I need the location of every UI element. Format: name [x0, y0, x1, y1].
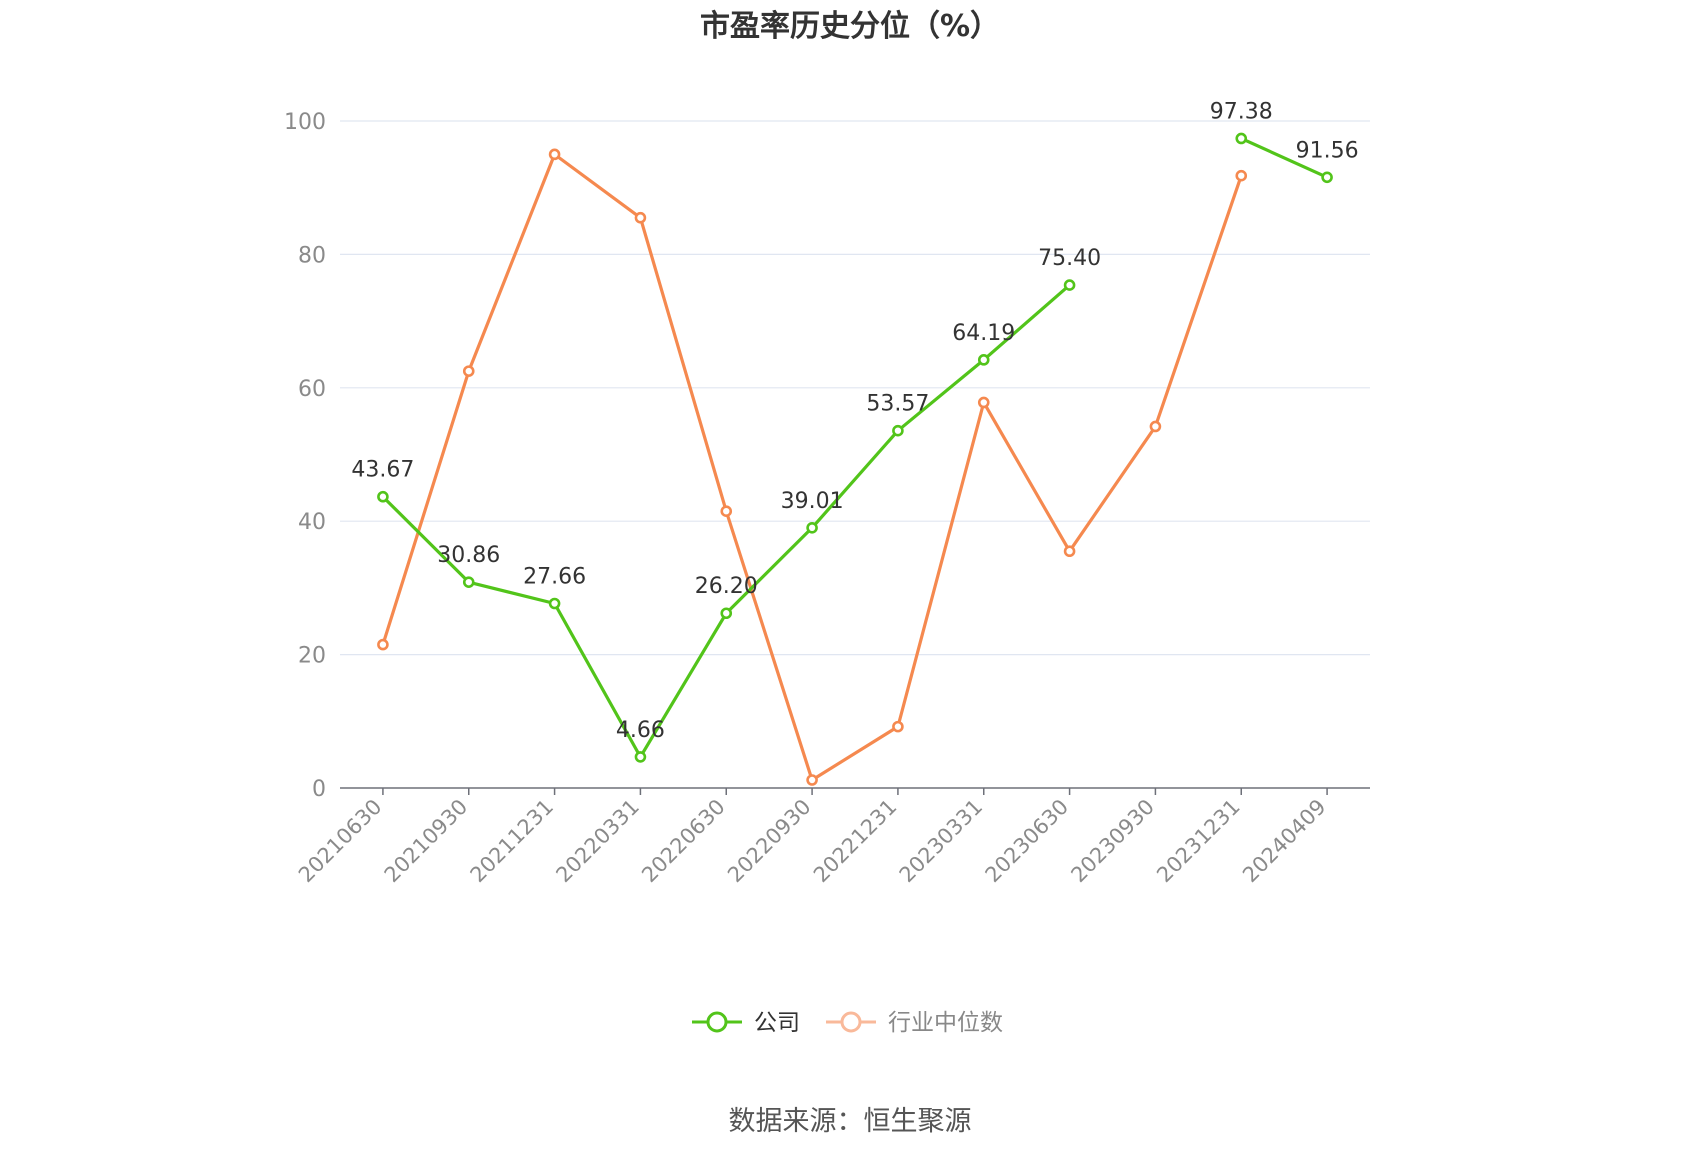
legend-marker: [706, 1011, 728, 1033]
x-axis: 2021063020210930202112312022033120220630…: [294, 787, 1370, 888]
data-label: 27.66: [523, 565, 586, 590]
data-point: [1063, 545, 1076, 558]
legend-label: 公司: [754, 1010, 800, 1036]
x-tick-label: 20211231: [466, 795, 559, 888]
data-point: [806, 522, 818, 534]
x-tick-label: 20220630: [637, 795, 730, 888]
x-tick-label: 20220930: [723, 795, 816, 888]
data-point: [462, 365, 475, 377]
data-label: 26.20: [695, 574, 758, 599]
x-tick-label: 20230930: [1066, 795, 1159, 888]
y-axis: 0 20 40 60 80 100: [284, 110, 326, 802]
legend-label: 行业中位数: [888, 1010, 1003, 1036]
legend-marker: [840, 1011, 862, 1033]
y-tick-label: 20: [298, 644, 326, 669]
data-point: [1235, 169, 1248, 182]
x-tick-label: 20231231: [1152, 795, 1245, 888]
legend-item-company[interactable]: 公司: [692, 1010, 800, 1036]
data-point: [892, 720, 904, 733]
data-point: [1149, 420, 1162, 433]
series-industry-median: [377, 148, 1248, 786]
data-point: [977, 396, 990, 409]
x-tick-label: 20220331: [551, 795, 644, 888]
data-point: [634, 751, 647, 763]
y-tick-label: 80: [298, 243, 326, 268]
y-tick-label: 100: [284, 110, 326, 135]
data-point: [548, 148, 561, 161]
data-label: 91.56: [1296, 138, 1359, 163]
x-tick-label: 20210630: [294, 795, 387, 888]
data-point: [1235, 132, 1248, 145]
data-label: 30.86: [437, 543, 500, 568]
data-labels: 43.67 30.86 27.66 4.66 26.20 39.01 53.57 64.19 7…: [351, 99, 1358, 742]
data-label: 75.40: [1038, 246, 1101, 271]
series-layer: [377, 132, 1333, 786]
data-point: [892, 424, 904, 437]
legend-item-industry-median[interactable]: 行业中位数: [826, 1010, 1003, 1036]
series-line: [1240, 137, 1328, 179]
data-point: [977, 354, 990, 366]
data-point: [1321, 171, 1333, 184]
x-tick-label: 20230630: [981, 795, 1074, 888]
series-company: [377, 132, 1333, 763]
y-tick-label: 40: [298, 510, 326, 535]
data-point: [548, 597, 561, 610]
data-label: 43.67: [351, 458, 414, 483]
data-point: [1063, 279, 1076, 291]
data-source: 数据来源：恒生聚源: [729, 1106, 972, 1137]
data-point: [462, 576, 475, 588]
x-tick-label: 20240409: [1238, 795, 1331, 888]
data-label: 97.38: [1210, 99, 1273, 124]
chart-title: 市盈率历史分位（%）: [700, 9, 1000, 44]
data-point: [720, 505, 733, 517]
data-point: [377, 638, 389, 651]
x-tick-label: 20210930: [380, 795, 473, 888]
legend[interactable]: 公司 行业中位数: [692, 1010, 1003, 1036]
series-line: [381, 152, 1243, 782]
data-label: 39.01: [781, 489, 844, 514]
data-point: [634, 211, 647, 224]
data-label: 53.57: [866, 392, 929, 417]
data-point: [720, 607, 733, 620]
data-label: 64.19: [952, 321, 1015, 346]
data-label: 4.66: [616, 718, 665, 743]
y-tick-label: 0: [312, 777, 326, 802]
x-tick-label: 20221231: [809, 795, 902, 888]
grid-lines: [340, 120, 1370, 656]
y-tick-label: 60: [298, 377, 326, 402]
data-point: [377, 490, 389, 503]
x-tick-label: 20230331: [895, 795, 988, 888]
data-point: [806, 774, 818, 786]
